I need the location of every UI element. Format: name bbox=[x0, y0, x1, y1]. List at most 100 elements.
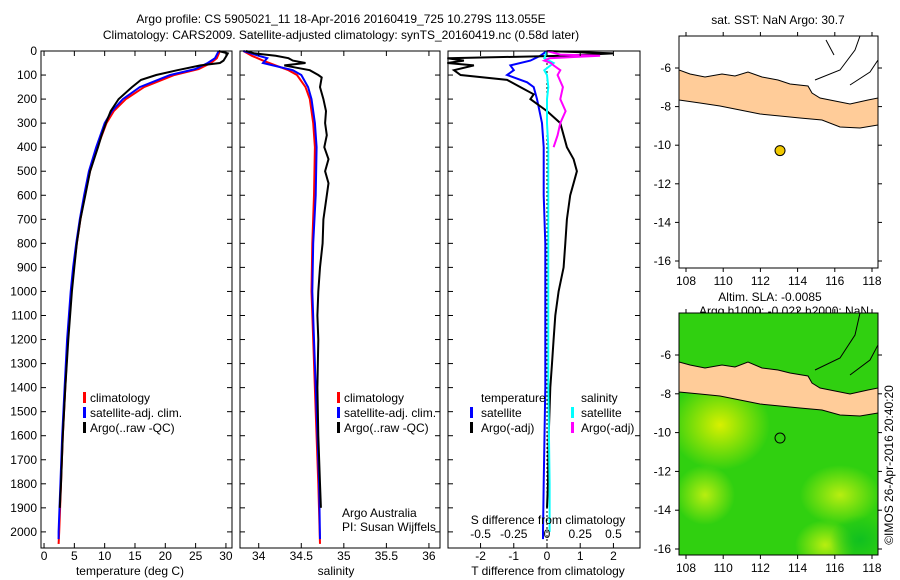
x-tick-label: 0 bbox=[544, 549, 551, 563]
legend-swatch-satellite bbox=[337, 407, 340, 418]
lon-tick-label: 112 bbox=[751, 274, 770, 288]
y-tick-label: 800 bbox=[17, 236, 37, 250]
lat-tick-label: -16 bbox=[654, 542, 672, 556]
lat-tick-label: -14 bbox=[654, 215, 672, 229]
x-tick-label: 15 bbox=[128, 549, 142, 563]
series-s-satellite bbox=[543, 50, 556, 532]
argo-float-location-marker bbox=[774, 145, 786, 157]
x-tick-label: 25 bbox=[189, 549, 203, 563]
coastline bbox=[814, 36, 878, 86]
series-s-argo-adj- bbox=[541, 50, 601, 148]
java-landmass bbox=[679, 69, 878, 129]
temperature-legend: climatology satellite-adj. clim. Argo(..… bbox=[83, 391, 182, 435]
x2-tick-label: 0 bbox=[544, 527, 551, 541]
legend-swatch-t-argo bbox=[470, 422, 473, 433]
y-tick-label: 1300 bbox=[10, 357, 37, 371]
x-tick-label: 1 bbox=[577, 549, 584, 563]
series-satellite-adj-clim- bbox=[57, 50, 220, 540]
series-t-satellite bbox=[504, 50, 548, 540]
plot-frame bbox=[40, 50, 233, 549]
x-tick-label: 34 bbox=[252, 549, 266, 563]
lon-tick-label: 108 bbox=[676, 561, 696, 575]
y-tick-label: 0 bbox=[30, 44, 37, 58]
y-tick-label: 1900 bbox=[10, 501, 37, 515]
x-tick-label: 5 bbox=[71, 549, 78, 563]
x2-tick-label: 0.5 bbox=[605, 527, 622, 541]
x-tick-label: -1 bbox=[508, 549, 519, 563]
lat-tick-label: -12 bbox=[654, 464, 672, 478]
plot-frame bbox=[239, 50, 441, 549]
x-tick-label: 35 bbox=[337, 549, 351, 563]
legend-label: satellite-adj. clim. bbox=[344, 406, 436, 420]
y-tick-label: 1600 bbox=[10, 429, 37, 443]
lat-tick-label: -16 bbox=[654, 254, 672, 268]
lat-tick-label: -8 bbox=[660, 100, 671, 114]
y-tick-label: 500 bbox=[17, 164, 37, 178]
map-frame bbox=[678, 312, 879, 556]
salinity-panel: 34 34.5 35 35.5 36 bbox=[239, 50, 441, 563]
x-tick-label: 36 bbox=[422, 549, 436, 563]
series-argo-raw-qc- bbox=[58, 50, 230, 508]
sla-high-patch bbox=[679, 380, 770, 470]
java-landmass bbox=[679, 361, 878, 417]
legend-title-salinity: salinity bbox=[581, 391, 618, 405]
legend-label: Argo(-adj) bbox=[581, 421, 634, 435]
series-climatology bbox=[57, 50, 221, 544]
sla-high-patch bbox=[800, 465, 878, 525]
map-frame bbox=[678, 35, 879, 269]
legend-label: satellite bbox=[481, 406, 522, 420]
legend-swatch-s-satellite bbox=[571, 407, 574, 418]
lon-tick-label: 116 bbox=[825, 561, 844, 575]
lat-tick-label: -10 bbox=[654, 138, 672, 152]
lon-tick-label: 108 bbox=[676, 274, 696, 288]
sla-low-patch bbox=[830, 515, 878, 555]
coastline bbox=[814, 313, 878, 376]
y-tick-label: 1700 bbox=[10, 453, 37, 467]
title-line-2: Climatology: CARS2009. Satellite-adjuste… bbox=[103, 28, 579, 42]
argo-australia-label: Argo Australia bbox=[342, 506, 417, 520]
lon-tick-label: 110 bbox=[714, 561, 733, 575]
series-satellite-adj-clim- bbox=[243, 50, 321, 540]
legend-swatch-argo bbox=[337, 422, 340, 433]
lon-tick-label: 112 bbox=[751, 561, 770, 575]
lat-tick-label: -8 bbox=[660, 387, 671, 401]
lat-tick-label: -6 bbox=[660, 61, 671, 75]
legend-swatch-t-satellite bbox=[470, 407, 473, 418]
x-tick-label: 30 bbox=[219, 549, 233, 563]
temperature-xlabel: temperature (deg C) bbox=[76, 564, 184, 578]
y-tick-label: 1800 bbox=[10, 477, 37, 491]
legend-label: Argo(-adj) bbox=[481, 421, 534, 435]
x-tick-label: 2 bbox=[610, 549, 617, 563]
series-climatology bbox=[242, 50, 321, 544]
lat-tick-label: -12 bbox=[654, 177, 672, 191]
series-t-argo-adj- bbox=[447, 50, 614, 508]
lon-tick-label: 118 bbox=[862, 561, 881, 575]
lon-tick-label: 110 bbox=[714, 274, 733, 288]
lon-tick-label: 114 bbox=[788, 274, 807, 288]
map-axes: 108 110 112 114 116 118 -6 -8 -10 -12 -14 -16 108 110… bbox=[654, 32, 882, 575]
x-tick-label: 34.5 bbox=[290, 549, 314, 563]
sla-high-patch bbox=[679, 465, 735, 525]
x-tick-label: 10 bbox=[98, 549, 112, 563]
t-difference-xlabel: T difference from climatology bbox=[471, 564, 625, 578]
x-tick-label: 20 bbox=[159, 549, 173, 563]
s-difference-xlabel: S difference from climatology bbox=[471, 513, 626, 527]
legend-swatch-argo bbox=[83, 422, 86, 433]
sst-map-title: sat. SST: NaN Argo: 30.7 bbox=[711, 13, 845, 27]
plot-frame bbox=[447, 50, 641, 549]
legend-swatch-s-argo bbox=[571, 422, 574, 433]
y-tick-label: 200 bbox=[17, 92, 37, 106]
legend-swatch-climatology bbox=[83, 392, 86, 403]
lat-tick-label: -6 bbox=[660, 348, 671, 362]
lat-tick-label: -14 bbox=[654, 503, 672, 517]
y-tick-label: 1200 bbox=[10, 333, 37, 347]
sla-map-title-1: Altim. SLA: -0.0085 bbox=[718, 290, 822, 304]
x2-tick-label: -0.25 bbox=[500, 527, 528, 541]
legend-label: satellite bbox=[581, 406, 622, 420]
x2-tick-label: -0.5 bbox=[470, 527, 491, 541]
y-tick-label: 1500 bbox=[10, 405, 37, 419]
title-line-1: Argo profile: CS 5905021_11 18-Apr-2016 … bbox=[136, 12, 545, 26]
x-tick-label: 0 bbox=[41, 549, 48, 563]
